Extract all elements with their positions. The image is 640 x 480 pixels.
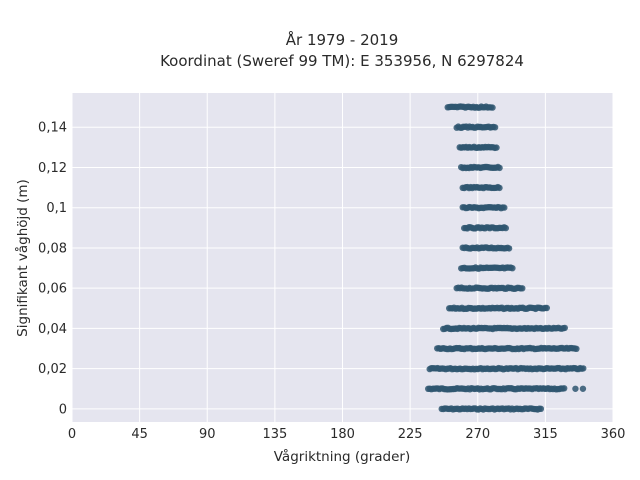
data-band xyxy=(438,405,545,413)
y-tick-label: 0,04 xyxy=(38,322,67,337)
x-axis-label: Vågriktning (grader) xyxy=(274,448,411,465)
y-tick-label: 0,02 xyxy=(38,362,67,377)
data-point xyxy=(496,184,503,192)
data-band xyxy=(456,143,500,152)
x-tick-label: 180 xyxy=(330,427,355,442)
x-tick-label: 360 xyxy=(601,427,626,442)
data-point xyxy=(496,164,503,172)
data-point xyxy=(543,304,550,312)
x-tick-label: 225 xyxy=(398,427,423,442)
x-tick-label: 0 xyxy=(68,427,76,442)
data-point xyxy=(489,104,496,111)
data-band xyxy=(458,264,516,272)
data-band xyxy=(434,344,580,353)
y-tick-label: 0,08 xyxy=(38,241,67,256)
data-band xyxy=(461,224,509,232)
data-point xyxy=(580,365,587,372)
data-point xyxy=(501,204,508,211)
data-points xyxy=(425,103,587,413)
x-tick-labels: 0 45 90 135 180 225 270 315 360 xyxy=(68,427,626,442)
data-band xyxy=(425,385,587,393)
data-band xyxy=(458,163,503,172)
data-point xyxy=(579,385,587,392)
data-band xyxy=(426,364,587,373)
data-point xyxy=(561,324,568,332)
data-point xyxy=(573,345,580,352)
data-point xyxy=(537,405,545,412)
data-point xyxy=(491,124,499,131)
data-band xyxy=(444,103,496,111)
x-tick-label: 270 xyxy=(465,427,490,442)
data-band xyxy=(459,203,508,212)
y-tick-label: 0,1 xyxy=(46,201,67,216)
data-point xyxy=(572,385,579,392)
data-point xyxy=(502,224,509,232)
y-axis-label: Signifikant våghöjd (m) xyxy=(14,179,31,337)
chart-title: År 1979 - 2019 xyxy=(286,30,399,49)
y-tick-label: 0,14 xyxy=(38,121,67,136)
x-tick-label: 90 xyxy=(199,427,216,442)
data-band xyxy=(440,324,568,333)
data-band xyxy=(459,183,503,192)
data-point xyxy=(561,385,568,392)
x-tick-label: 315 xyxy=(533,427,558,442)
data-point xyxy=(493,144,500,151)
data-point xyxy=(505,245,513,252)
data-band xyxy=(459,244,513,252)
chart-subtitle: Koordinat (Sweref 99 TM): E 353956, N 62… xyxy=(160,52,524,70)
y-tick-labels: 0 0,02 0,04 0,06 0,08 0,1 0,12 0,14 xyxy=(38,121,67,418)
data-point xyxy=(519,285,526,292)
y-tick-label: 0,12 xyxy=(38,161,67,176)
data-band xyxy=(446,304,550,313)
data-band xyxy=(453,123,499,131)
data-point xyxy=(509,265,516,272)
x-tick-label: 135 xyxy=(262,427,287,442)
y-tick-label: 0,06 xyxy=(38,282,67,297)
x-tick-label: 45 xyxy=(131,427,148,442)
y-tick-label: 0 xyxy=(59,402,67,417)
data-band xyxy=(453,284,526,292)
